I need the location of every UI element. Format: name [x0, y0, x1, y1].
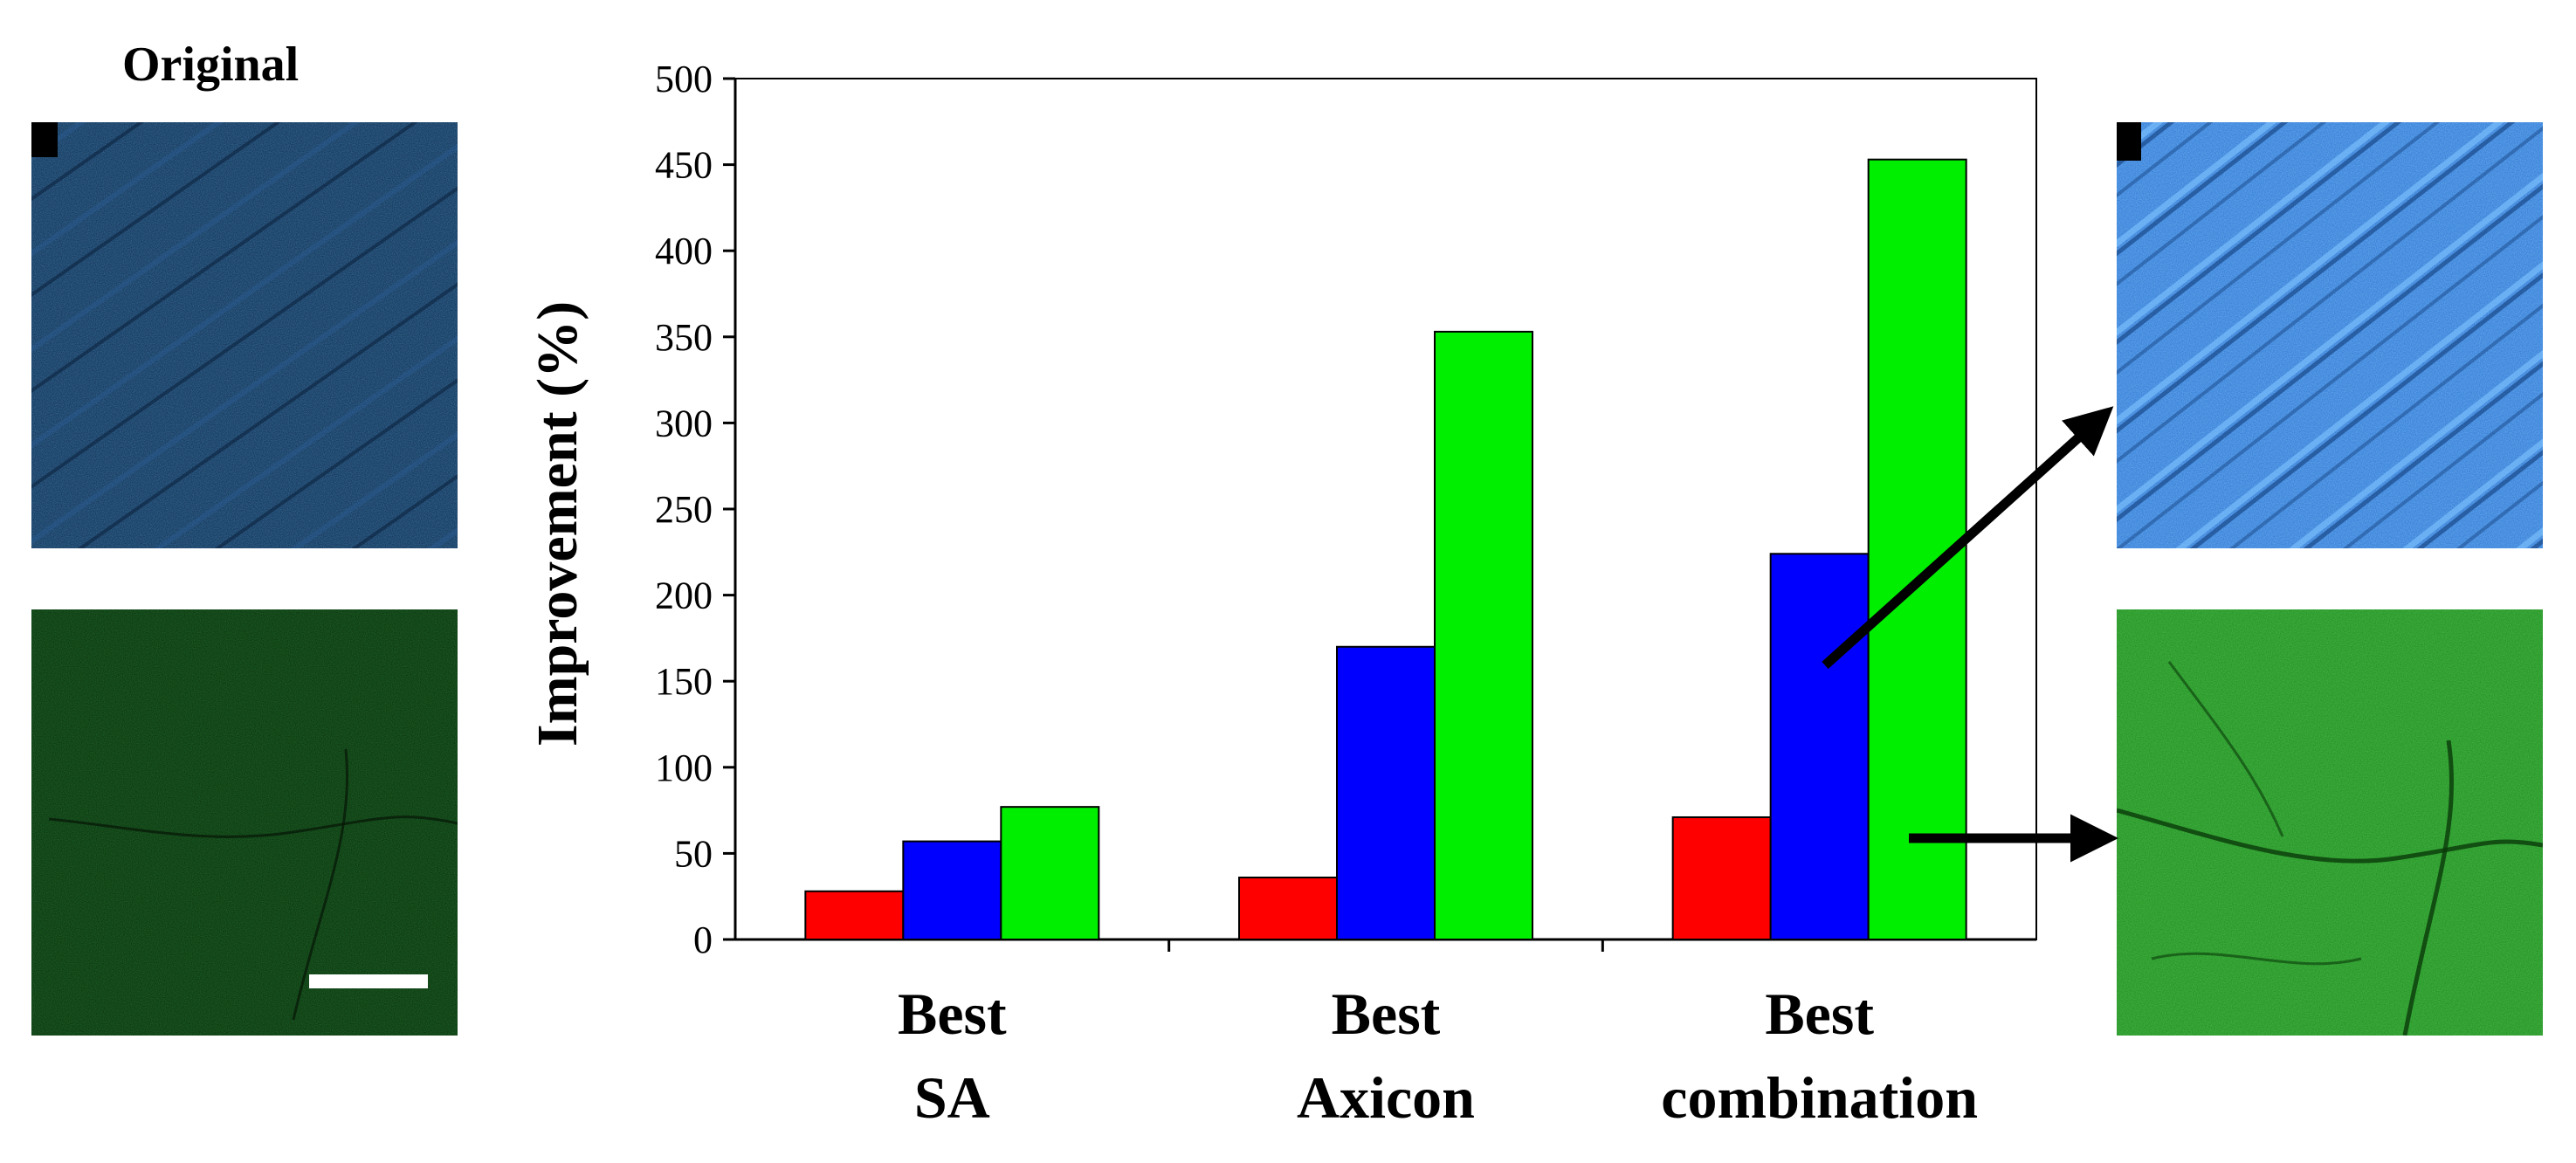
x-category-label: Best: [1765, 981, 1874, 1047]
x-category-label: Best: [1332, 981, 1441, 1047]
scale-bar: [309, 974, 428, 988]
original-green-image: [31, 609, 458, 1036]
bar-2-0: [1671, 815, 1772, 940]
improved-green-image: [2117, 609, 2543, 1036]
bar-1-0: [1238, 877, 1338, 940]
x-category-label: SA: [914, 1064, 990, 1131]
bar-1-2: [1434, 330, 1533, 941]
y-tick-label: 50: [674, 832, 713, 875]
bar-0-0: [804, 890, 905, 940]
y-tick-label: 250: [655, 488, 713, 531]
bar-1-1: [1336, 645, 1436, 940]
x-category-label: combination: [1661, 1064, 1978, 1131]
y-tick-label: 500: [655, 58, 713, 100]
y-tick-label: 450: [655, 144, 713, 187]
y-tick-label: 350: [655, 316, 713, 359]
x-category-label: Best: [898, 981, 1007, 1047]
y-tick-label: 400: [655, 230, 713, 272]
x-category-label: Axicon: [1297, 1064, 1475, 1131]
original-label: Original: [122, 38, 300, 92]
y-tick-label: 150: [655, 660, 713, 703]
improved-blue-image: [2117, 122, 2543, 548]
bar-0-1: [902, 840, 1002, 941]
y-tick-label: 0: [693, 919, 713, 961]
bar-2-1: [1769, 553, 1870, 940]
blue-image-arrow: [1822, 406, 2114, 670]
bar-0-2: [1000, 806, 1100, 940]
y-tick-label: 300: [655, 402, 713, 444]
original-blue-image: [31, 122, 458, 548]
y-tick-label: 200: [655, 575, 713, 617]
y-tick-label: 100: [655, 747, 713, 789]
y-axis-label: Improvement (%): [526, 301, 589, 747]
